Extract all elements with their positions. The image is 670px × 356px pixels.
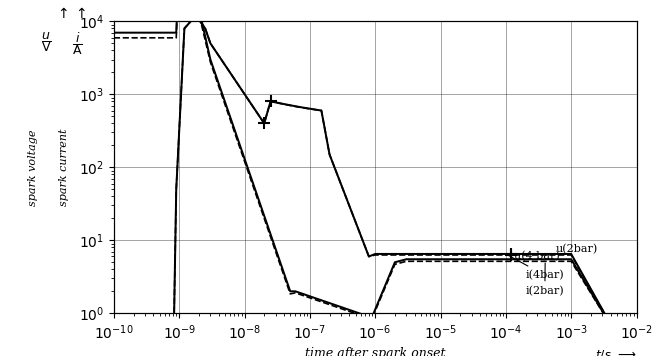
Text: i(4bar): i(4bar) [509, 255, 564, 281]
Text: $\dfrac{i}{\mathrm{A}}$: $\dfrac{i}{\mathrm{A}}$ [72, 30, 82, 57]
Text: $\uparrow$: $\uparrow$ [55, 6, 68, 21]
X-axis label: time after spark onset: time after spark onset [305, 347, 446, 356]
Text: spark current: spark current [59, 129, 69, 206]
Text: $\dfrac{u}{\mathrm{V}}$: $\dfrac{u}{\mathrm{V}}$ [41, 30, 51, 54]
Text: $\uparrow$: $\uparrow$ [73, 6, 86, 21]
Text: i(2bar): i(2bar) [525, 263, 564, 297]
Text: spark voltage: spark voltage [28, 129, 38, 205]
Text: u(4 bar): u(4 bar) [514, 251, 560, 261]
Text: $t/\mathrm{s}\ \longrightarrow$: $t/\mathrm{s}\ \longrightarrow$ [595, 348, 636, 356]
Text: u(2bar): u(2bar) [555, 244, 598, 255]
